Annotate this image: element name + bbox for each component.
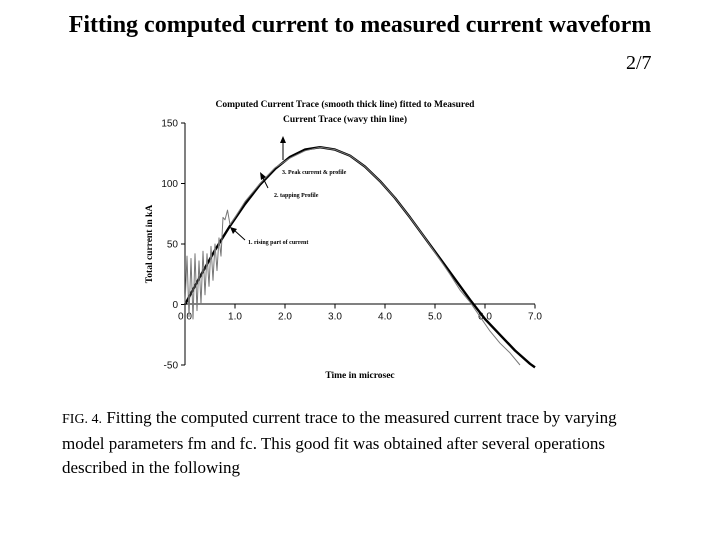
y-axis-label: Total current in kA bbox=[145, 205, 155, 284]
page-number: 2/7 bbox=[626, 52, 652, 74]
figure-label: FIG. 4. bbox=[62, 412, 103, 427]
annotation-rising-label: 1. rising part of current bbox=[248, 240, 308, 246]
y-tick-label: 50 bbox=[167, 240, 179, 251]
series-group bbox=[183, 146, 536, 369]
figure-caption: FIG. 4. Fitting the computed current tra… bbox=[62, 406, 662, 480]
annotation-peak-arrowhead bbox=[280, 136, 286, 143]
chart-title-line-2: Current Trace (wavy thin line) bbox=[283, 114, 407, 125]
x-tick-label: 3.0 bbox=[328, 312, 342, 323]
x-tick-label: 1.0 bbox=[228, 312, 242, 323]
annotation-peak-label: 3. Peak current & profile bbox=[282, 170, 347, 176]
y-tick-label: 0 bbox=[172, 300, 178, 311]
annotation-peak: 3. Peak current & profile bbox=[280, 136, 347, 176]
x-tick-label: 2.0 bbox=[278, 312, 292, 323]
annotation-tapping-label: 2. tapping Profile bbox=[274, 193, 319, 199]
x-axis-label: Time in microsec bbox=[325, 371, 394, 381]
caption-text: Fitting the computed current trace to th… bbox=[62, 408, 617, 477]
x-tick-label: 7.0 bbox=[528, 312, 542, 323]
x-tick-label: 5.0 bbox=[428, 312, 442, 323]
annotation-rising-arrow bbox=[233, 229, 246, 241]
chart: Computed Current Trace (smooth thick lin… bbox=[145, 99, 542, 381]
x-tick-label: 4.0 bbox=[378, 312, 392, 323]
annotation-tapping-arrowhead bbox=[260, 172, 266, 180]
y-tick-label: 100 bbox=[161, 179, 178, 190]
annotation-rising: 1. rising part of current bbox=[230, 227, 308, 246]
computed-current-line bbox=[183, 146, 536, 369]
x-tick-label: 0.0 bbox=[178, 312, 192, 323]
annotation-tapping: 2. tapping Profile bbox=[260, 172, 319, 199]
x-ticks: 0.0 1.0 2.0 3.0 4.0 5.0 6.0 7.0 bbox=[178, 304, 542, 323]
y-tick-label: -50 bbox=[164, 361, 179, 372]
y-ticks: -50 0 50 100 150 bbox=[161, 119, 185, 372]
chart-title-line-1: Computed Current Trace (smooth thick lin… bbox=[216, 99, 476, 110]
slide-title: Fitting computed current to measured cur… bbox=[68, 12, 652, 38]
measured-current-line bbox=[184, 146, 521, 366]
y-tick-label: 150 bbox=[161, 119, 178, 130]
annotation-rising-arrowhead bbox=[230, 227, 237, 234]
x-tick-label: 6.0 bbox=[478, 312, 492, 323]
